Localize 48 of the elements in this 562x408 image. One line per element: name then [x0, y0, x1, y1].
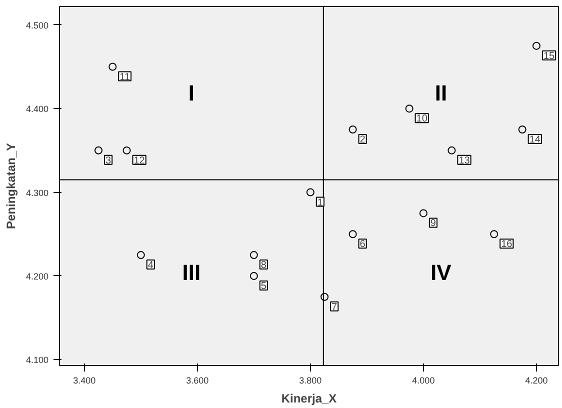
y-tick-label: 4.400 [26, 104, 49, 114]
point [94, 146, 102, 154]
x-tick-label: 3.800 [299, 376, 322, 386]
point [405, 104, 414, 113]
text: 4 [148, 260, 154, 272]
text: 7 [332, 302, 338, 313]
text: 14 [529, 134, 540, 146]
point [250, 251, 258, 260]
point [306, 188, 314, 196]
point [532, 42, 540, 50]
text: 13 [458, 155, 470, 166]
point [250, 272, 258, 280]
annotation: III [182, 260, 201, 286]
point [348, 126, 357, 134]
text: 9 [430, 218, 436, 230]
point [320, 292, 329, 301]
y-tick-label: 4.500 [26, 20, 49, 30]
point [419, 209, 428, 218]
text: 3 [105, 155, 112, 166]
point [136, 251, 145, 260]
text: 11 [120, 72, 130, 83]
annotation: I [188, 80, 195, 106]
x-axis-title: Kinerja_X [281, 392, 337, 406]
x-tick-label: 4.200 [525, 376, 548, 386]
point [448, 146, 456, 154]
y-tick-label: 4.100 [26, 355, 49, 366]
x-tick-label: 3.600 [186, 376, 209, 386]
x-tick-label: 4.000 [412, 376, 435, 386]
text: 6 [360, 239, 366, 250]
point [122, 146, 131, 154]
text: 8 [260, 260, 266, 272]
y-tick-label: 4.300 [26, 188, 49, 198]
text: 10 [416, 114, 428, 125]
text: 16 [501, 239, 512, 250]
text: 12 [134, 155, 145, 166]
point [490, 230, 498, 238]
text: 2 [360, 134, 366, 146]
y-tick-label: 4.200 [26, 271, 49, 282]
y-axis-title: Peningkatan_Y [4, 142, 18, 230]
annotation: II [434, 80, 448, 106]
text: 15 [543, 50, 555, 62]
point [518, 126, 526, 134]
point [108, 62, 117, 71]
text: 1 [317, 197, 323, 208]
annotation: IV [430, 260, 452, 286]
text: 5 [260, 280, 266, 292]
point [348, 230, 357, 238]
x-tick-label: 3.400 [73, 376, 96, 386]
